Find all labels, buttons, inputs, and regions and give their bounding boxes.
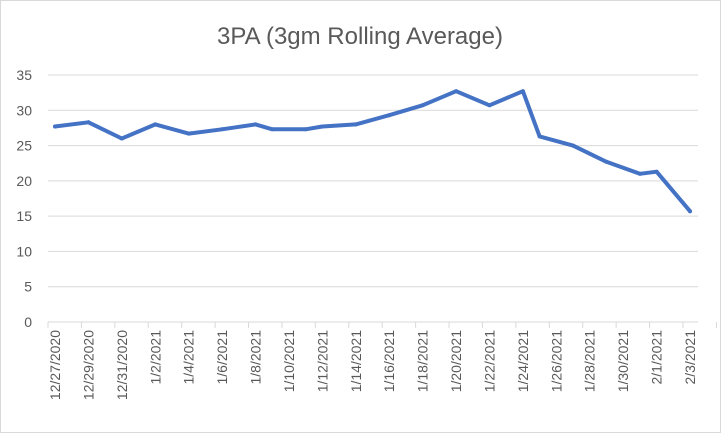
y-tick-label: 20 (16, 173, 32, 189)
x-tick-label: 1/8/2021 (248, 330, 264, 385)
data-point (420, 103, 425, 108)
y-tick-label: 10 (16, 243, 32, 259)
x-tick-label: 1/30/2021 (615, 330, 631, 392)
y-tick-label: 25 (16, 138, 32, 154)
data-point (353, 122, 358, 127)
x-tick-label: 2/1/2021 (649, 330, 665, 385)
x-tick-label: 1/28/2021 (582, 330, 598, 392)
data-point (186, 131, 191, 136)
data-point (53, 124, 57, 129)
y-tick-label: 30 (16, 102, 32, 118)
data-point (637, 171, 642, 176)
series-group (53, 89, 692, 214)
data-point (119, 136, 124, 141)
x-tick-label: 1/2/2021 (147, 330, 163, 385)
x-tick-label: 12/31/2020 (114, 330, 130, 400)
x-tick-label: 1/10/2021 (281, 330, 297, 392)
data-point (571, 143, 575, 148)
data-point (537, 134, 542, 139)
x-tick-label: 2/3/2021 (682, 330, 698, 385)
y-tick-label: 0 (24, 314, 32, 330)
x-tick-label: 12/29/2020 (80, 330, 96, 400)
x-tick-label: 1/12/2021 (314, 330, 330, 392)
data-point (604, 159, 609, 164)
y-tick-label: 35 (16, 67, 32, 83)
data-point (320, 124, 325, 129)
x-axis: 12/27/2020 12/29/2020 12/31/2020 1/2/2021 1/… (47, 321, 717, 400)
chart-title: 3PA (3gm Rolling Average) (217, 23, 503, 50)
data-point (454, 89, 459, 94)
data-point (387, 113, 392, 118)
x-tick-label: 1/20/2021 (448, 330, 464, 392)
x-tick-label: 1/24/2021 (515, 330, 531, 392)
x-tick-label: 1/18/2021 (415, 330, 431, 392)
x-tick-label: 1/14/2021 (348, 330, 364, 392)
data-point (520, 89, 525, 94)
y-tick-label: 5 (24, 279, 32, 295)
data-point (86, 120, 91, 125)
data-point (253, 122, 258, 127)
y-tick-label: 15 (16, 208, 32, 224)
series-line-0 (53, 89, 692, 214)
y-axis: 0 5 10 15 20 25 30 35 (16, 67, 32, 330)
x-tick-label: 1/16/2021 (381, 330, 397, 392)
x-tick-label: 12/27/2020 (47, 330, 63, 400)
data-point (270, 127, 275, 132)
data-point (654, 169, 659, 174)
data-point (688, 209, 692, 214)
gridlines (48, 74, 698, 323)
x-tick-label: 1/4/2021 (181, 330, 197, 385)
data-point (220, 127, 225, 132)
x-tick-label: 1/22/2021 (481, 330, 497, 392)
x-tick-label: 1/6/2021 (214, 330, 230, 385)
data-point (303, 127, 308, 132)
x-tick-label: 1/26/2021 (548, 330, 564, 392)
data-point (153, 122, 158, 127)
data-point (487, 103, 492, 108)
